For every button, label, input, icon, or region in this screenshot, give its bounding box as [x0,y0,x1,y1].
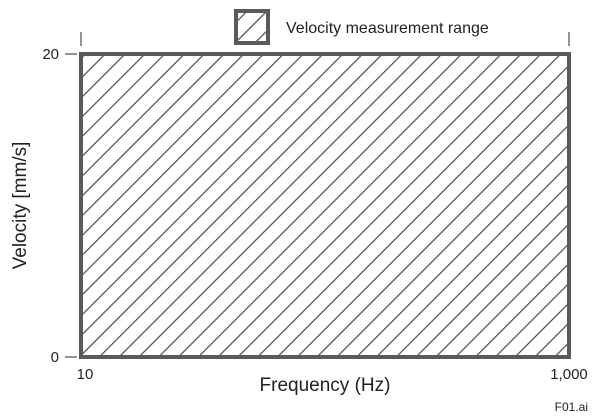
y-tick-label: 0 [51,349,59,366]
figure-id-label: F01.ai [555,400,588,414]
y-tick-label: 20 [42,46,59,63]
x-tick-label: 1,000 [550,366,588,383]
legend: Velocity measurement range [234,9,489,45]
y-axis-label: Velocity [mm/s] [10,142,31,270]
regions-layer [79,52,571,359]
ticks-layer: 10 1,000 0 20 [42,32,588,383]
legend-label: Velocity measurement range [286,20,489,37]
measurement-range-region [79,52,571,359]
legend-swatch [234,9,270,45]
x-tick-label: 10 [77,366,94,383]
x-axis-label: Frequency (Hz) [260,375,391,396]
